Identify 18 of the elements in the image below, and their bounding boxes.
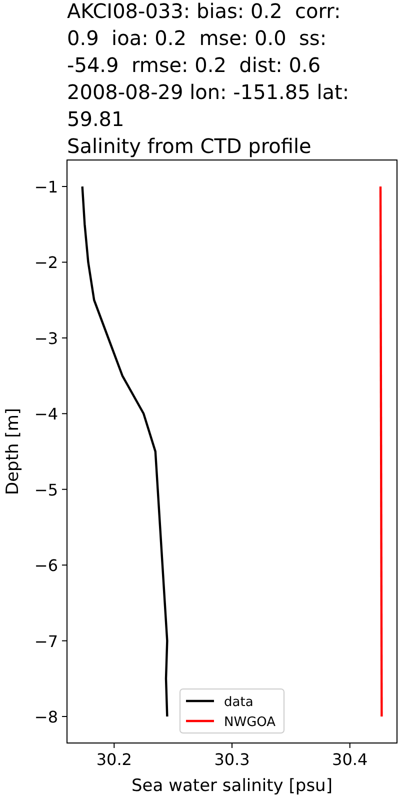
chart-title: AKCI08-033: bias: 0.2 corr: 0.9 ioa: 0.2 mse: 0.0 ss: -54.9 rmse: 0.2 dist: 0.6 2008-08-29 lon: -151.85 lat: 59.81 <box>67 0 350 131</box>
chart-subtitle: Salinity from CTD profile <box>67 134 312 158</box>
legend-label: NWGOA <box>224 715 276 730</box>
line-series <box>81 185 168 718</box>
y-axis-title: Depth [m] <box>3 408 23 496</box>
y-tick-label: −5 <box>34 480 58 500</box>
y-tick-label: −2 <box>34 253 58 272</box>
x-tick-label: 30.3 <box>214 750 250 769</box>
y-tick-label: −6 <box>34 556 58 576</box>
y-tick-label: −4 <box>34 404 58 424</box>
y-tick-label: −8 <box>34 708 58 726</box>
legend-label: data <box>224 695 254 710</box>
x-axis-title: Sea water salinity [psu] <box>132 776 332 796</box>
y-tick-label: −1 <box>34 178 58 196</box>
y-tick-label: −3 <box>34 328 58 348</box>
x-tick-label: 30.2 <box>96 750 132 769</box>
y-tick-label: −7 <box>34 632 58 651</box>
x-tick-label: 30.4 <box>332 750 368 769</box>
